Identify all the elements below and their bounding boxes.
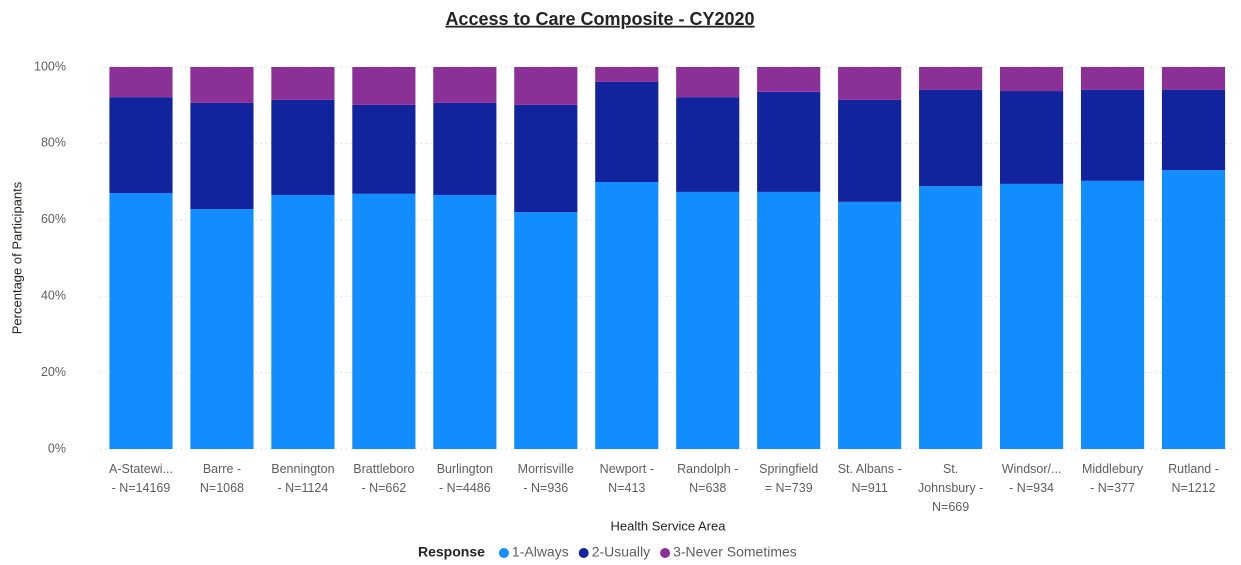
x-tick-label: Brattleboro - N=662 [353, 462, 414, 495]
bar-segment [919, 67, 983, 90]
bar-segment [109, 97, 173, 194]
x-tick-label: Barre -N=1068 [200, 462, 244, 495]
x-tick-label: A-Statewi... - N=14169 [109, 462, 173, 495]
bar-segment [838, 67, 902, 100]
x-tick-label: Windsor/... - N=934 [1002, 462, 1062, 495]
bar-segment [190, 102, 254, 210]
bar-segment [595, 67, 659, 82]
legend-marker [498, 548, 509, 558]
chart-title: Access to Care Composite - CY2020 [445, 9, 754, 29]
bar-segment [352, 104, 416, 194]
bar-segment [595, 81, 659, 182]
bar-segment [1161, 67, 1226, 90]
x-tick-label: Bennington - N=1124 [271, 462, 334, 495]
bar-segment [838, 99, 902, 202]
y-tick-label: 40% [41, 288, 66, 302]
bar-segment [757, 191, 821, 449]
x-tick-label: Middlebury - N=377 [1082, 462, 1144, 495]
bar-segment [190, 209, 254, 449]
bar-segment [271, 99, 335, 195]
x-tick-label: Burlington - N=4486 [437, 462, 493, 495]
bar-segment [109, 193, 173, 449]
bar-segment [757, 67, 821, 92]
bar-segment [919, 89, 983, 187]
bar-segment [352, 193, 416, 449]
y-tick-label: 20% [41, 365, 66, 379]
legend-marker [660, 548, 671, 558]
bar-segment [676, 97, 740, 192]
y-tick-label: 0% [48, 441, 66, 455]
bar-segment [271, 67, 335, 100]
bar-segment [1161, 170, 1226, 449]
bar-segment [1080, 89, 1145, 181]
bar-segment [514, 67, 578, 105]
legend-label: 2-Usually [592, 544, 650, 560]
bar-segment [1000, 67, 1064, 92]
x-tick-label: St. Johnsbury -N=669 [918, 462, 983, 514]
bar-segment [1161, 89, 1226, 171]
y-axis-title: Percentage of Participants [9, 181, 24, 334]
x-tick-label: Randolph -N=638 [677, 462, 738, 495]
bar-segment [433, 102, 497, 195]
x-tick-label: Newport -N=413 [600, 462, 654, 495]
bar-segment [1080, 180, 1145, 449]
x-tick-label: Springfield = N=739 [759, 462, 818, 495]
bar-segment [433, 67, 497, 103]
legend-label: 3-Never Sometimes [673, 544, 797, 560]
x-tick-label: Rutland -N=1212 [1168, 462, 1219, 495]
bar-segment [109, 67, 173, 98]
bar-segment [676, 191, 740, 449]
bar-segment [1000, 91, 1064, 184]
legend-marker [578, 548, 589, 558]
legend-label: 1-Always [512, 544, 569, 560]
x-tick-label: St. Albans -N=911 [838, 462, 902, 495]
x-axis-title: Health Service Area [611, 518, 727, 533]
bar-segment [1080, 67, 1145, 90]
bar-segment [595, 181, 659, 449]
legend-title: Response [418, 544, 485, 560]
bar-segment [433, 194, 497, 449]
bar-segment [352, 67, 416, 105]
bar-segment [757, 91, 821, 192]
bar-segment [190, 67, 254, 103]
bar-segment [271, 194, 335, 449]
y-tick-label: 80% [41, 136, 66, 150]
bar-segment [514, 212, 578, 449]
bar-segment [919, 186, 983, 449]
x-tick-label: Morrisville - N=936 [518, 462, 574, 495]
bar-segment [514, 104, 578, 213]
bar-segment [838, 201, 902, 449]
y-tick-label: 60% [41, 212, 66, 226]
bar-segment [676, 67, 740, 98]
bar-segment [1000, 183, 1064, 449]
y-tick-label: 100% [34, 59, 66, 73]
